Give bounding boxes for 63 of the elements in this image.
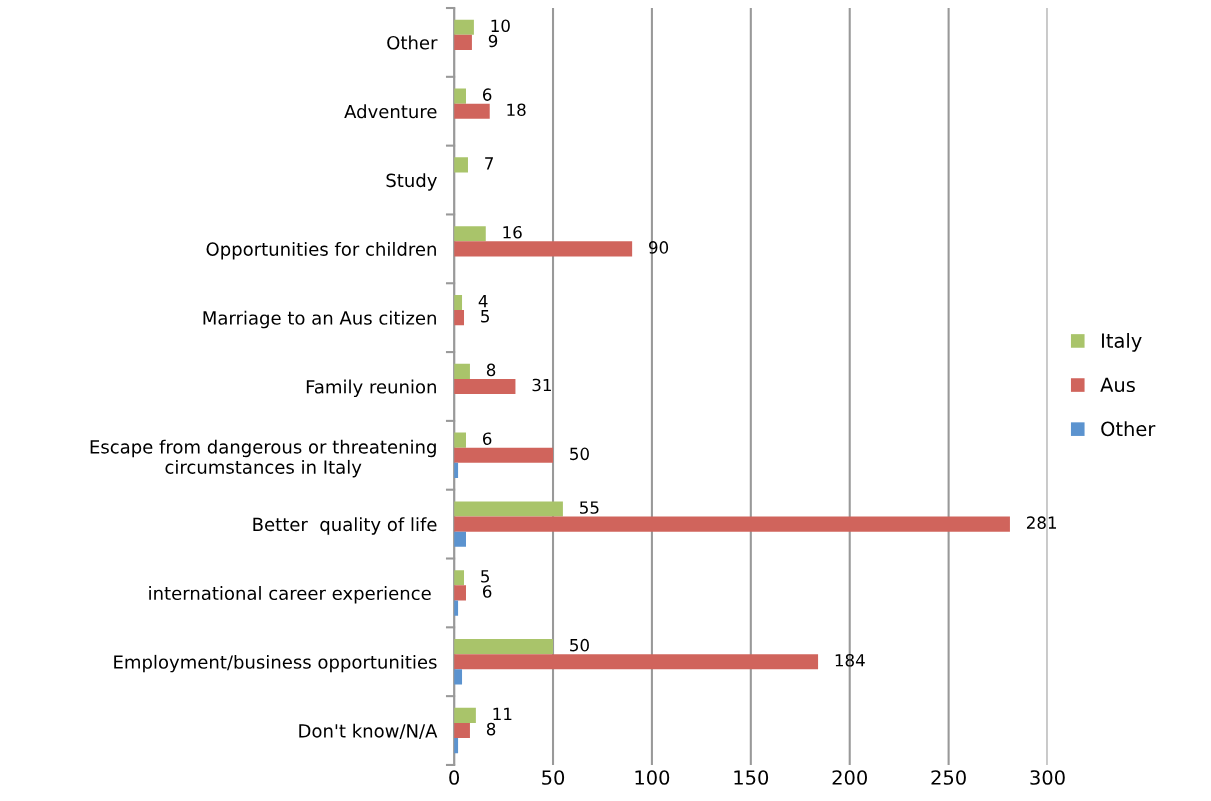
bar — [454, 447, 554, 463]
data-label: 8 — [486, 363, 496, 377]
bar — [454, 585, 466, 601]
data-label: 5 — [481, 570, 489, 583]
data-label: 11 — [493, 707, 512, 721]
bar — [454, 19, 474, 35]
x-tick-label: 50 — [542, 770, 565, 785]
x-tick-label: 200 — [832, 770, 867, 785]
x-tick-label: 150 — [734, 770, 769, 785]
bar — [454, 378, 516, 395]
data-label: 55 — [580, 501, 599, 514]
y-tick-label: Better quality of life — [253, 517, 437, 535]
bar — [454, 363, 470, 379]
y-tick-label: Don't know/N/A — [299, 723, 438, 740]
data-label: 6 — [482, 585, 492, 598]
x-tick-label: 0 — [449, 770, 460, 785]
bar — [454, 639, 554, 655]
data-label: 281 — [1026, 516, 1057, 529]
y-tick-label: Employment/business opportunities — [114, 654, 437, 673]
data-label: 50 — [570, 638, 589, 652]
data-label: 184 — [835, 653, 865, 667]
bar — [454, 34, 472, 50]
data-label: 50 — [570, 447, 589, 461]
data-label: 8 — [486, 722, 496, 736]
bar — [454, 310, 465, 326]
data-label: 6 — [482, 88, 492, 101]
y-tick-label: Marriage to an Aus citizen — [203, 310, 436, 329]
legend-label: Italy — [1102, 332, 1142, 352]
bar — [454, 531, 466, 547]
bar — [454, 241, 633, 257]
y-tick-label: Other — [387, 35, 438, 50]
legend-label: Other — [1101, 421, 1156, 437]
bar — [454, 516, 1010, 532]
data-label: 9 — [488, 34, 498, 48]
bar — [454, 501, 563, 517]
y-tick-label: Opportunities for children — [206, 242, 436, 260]
data-label: 90 — [649, 241, 669, 254]
bar — [454, 103, 490, 119]
bar — [454, 432, 466, 448]
legend-label: Aus — [1100, 377, 1135, 393]
bar — [454, 654, 819, 670]
bar — [454, 226, 486, 242]
data-label: 10 — [491, 19, 510, 33]
data-label: 18 — [507, 103, 526, 117]
data-label: 16 — [503, 225, 522, 239]
x-tick-label: 100 — [635, 770, 670, 785]
y-tick-label: Escape from dangerous or threatening circumstances in Italy — [90, 439, 436, 478]
bar — [454, 722, 470, 739]
data-label: 6 — [482, 432, 492, 445]
bar — [454, 88, 466, 104]
bar — [454, 707, 476, 723]
y-tick-label: Study — [386, 173, 437, 191]
bar — [454, 570, 465, 586]
data-label: 4 — [478, 294, 488, 308]
y-tick-label: Adventure — [344, 104, 437, 119]
y-tick-label: Family reunion — [306, 379, 436, 398]
data-label: 5 — [481, 310, 489, 323]
data-label: 31 — [532, 378, 551, 392]
x-tick-label: 250 — [931, 770, 966, 785]
x-tick-label: 300 — [1030, 770, 1065, 785]
data-label: 7 — [485, 157, 493, 170]
y-tick-label: international career experience — [149, 586, 431, 604]
bar — [454, 157, 468, 173]
